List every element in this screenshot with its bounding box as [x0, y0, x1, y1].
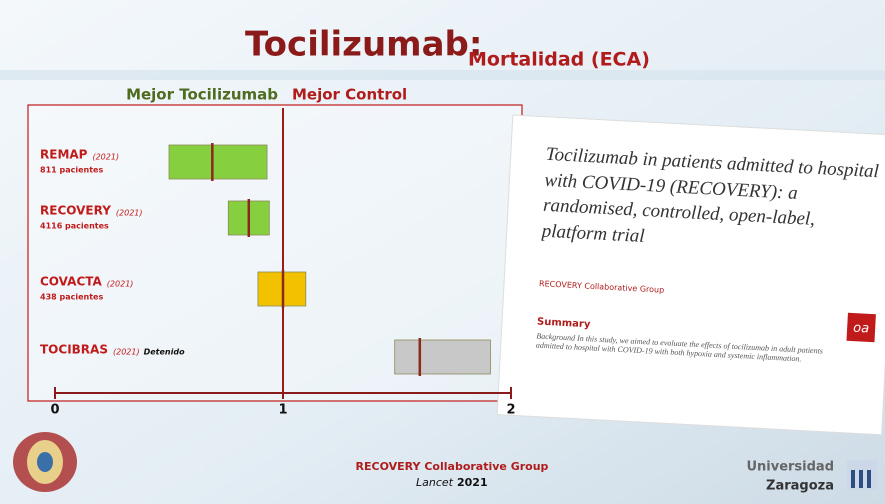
subtitle: Mortalidad (ECA) — [468, 49, 650, 71]
header-band — [0, 70, 885, 80]
study-year: (2021) — [113, 348, 140, 357]
left-label: Mejor Tocilizumab — [126, 86, 278, 104]
university: Universidad — [746, 460, 834, 475]
footer-year: 2021 — [457, 476, 488, 489]
x-tick-label: 2 — [506, 403, 515, 418]
footer-journal: Lancet — [416, 476, 454, 489]
study-note: Detenido — [144, 348, 185, 357]
study-patients: 811 pacientes — [40, 166, 103, 175]
study-year: (2021) — [107, 280, 134, 289]
study-name: TOCIBRAS — [40, 343, 108, 357]
paper-snippet: Tocilizumab in patients admitted to hosp… — [496, 114, 885, 436]
right-label: Mejor Control — [292, 86, 407, 104]
ci-box — [394, 339, 491, 375]
study-patients: 4116 pacientes — [40, 222, 109, 231]
study-year: (2021) — [92, 153, 119, 162]
oa-text: oa — [853, 321, 870, 337]
study-name: RECOVERY — [40, 204, 111, 218]
paper-title-box: Tocilizumab in patients admitted to hosp… — [541, 143, 880, 247]
paper-title: Tocilizumab in patients admitted to hosp… — [541, 143, 880, 247]
title: Tocilizumab: — [245, 25, 482, 65]
paper-section: Summary — [537, 317, 591, 331]
study-name: COVACTA — [40, 275, 103, 289]
x-tick-label: 1 — [278, 403, 287, 418]
university-logo — [847, 460, 877, 490]
x-tick-label: 0 — [50, 403, 59, 418]
oa-badge — [846, 312, 876, 343]
paper-page — [496, 114, 885, 436]
emblem — [13, 432, 77, 492]
study-patients: 438 pacientes — [40, 293, 103, 302]
footer-group: RECOVERY Collaborative Group — [356, 460, 549, 473]
study-year: (2021) — [116, 209, 143, 218]
study-name: REMAP — [40, 148, 88, 162]
city: Zaragoza — [766, 479, 834, 494]
ci-box — [168, 144, 268, 180]
